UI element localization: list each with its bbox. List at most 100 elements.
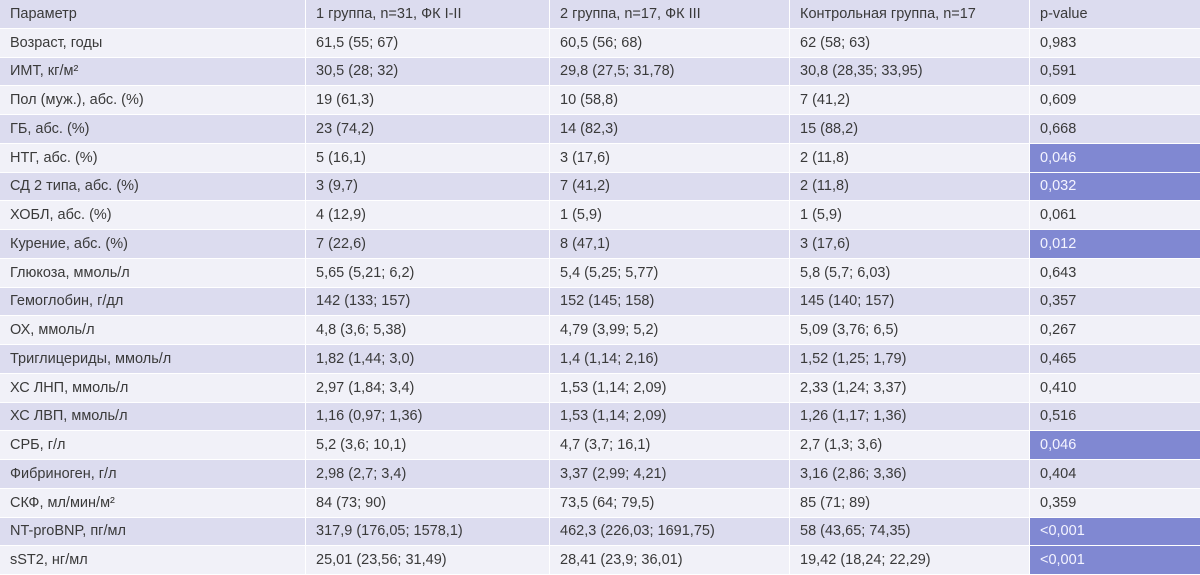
table-cell: 5,8 (5,7; 6,03)	[790, 258, 1030, 288]
table-cell: 15 (88,2)	[790, 115, 1030, 144]
row-label: Курение, абс. (%)	[0, 230, 306, 259]
table-cell: 0,983	[1030, 28, 1200, 58]
table-cell: 7 (41,2)	[550, 172, 790, 202]
table-cell: 5,2 (3,6; 10,1)	[306, 431, 550, 460]
table-cell: 145 (140; 157)	[790, 287, 1030, 317]
table-cell: 30,5 (28; 32)	[306, 57, 550, 87]
table-cell: 0,359	[1030, 488, 1200, 518]
table-cell: 58 (43,65; 74,35)	[790, 517, 1030, 547]
table-cell: 0,267	[1030, 316, 1200, 345]
header-cell: 2 группа, n=17, ФК III	[550, 0, 790, 29]
table-cell: 462,3 (226,03; 1691,75)	[550, 517, 790, 547]
table-cell: 0,609	[1030, 86, 1200, 115]
table-cell: 61,5 (55; 67)	[306, 28, 550, 58]
table-cell: 19,42 (18,24; 22,29)	[790, 546, 1030, 575]
header-cell: Контрольная группа, n=17	[790, 0, 1030, 29]
row-label: СРБ, г/л	[0, 431, 306, 460]
table-cell: 29,8 (27,5; 31,78)	[550, 57, 790, 87]
row-label: ХС ЛВП, ммоль/л	[0, 402, 306, 432]
table-cell: 1,4 (1,14; 2,16)	[550, 345, 790, 374]
table-cell: 0,046	[1030, 431, 1200, 460]
table-cell: 0,591	[1030, 57, 1200, 87]
table-cell: 3,37 (2,99; 4,21)	[550, 460, 790, 489]
table-cell: 7 (22,6)	[306, 230, 550, 259]
table-cell: 1,53 (1,14; 2,09)	[550, 402, 790, 432]
row-label: СД 2 типа, абс. (%)	[0, 172, 306, 202]
table-cell: 0,032	[1030, 172, 1200, 202]
table-cell: 2 (11,8)	[790, 172, 1030, 202]
row-label: СКФ, мл/мин/м²	[0, 488, 306, 518]
table-cell: 142 (133; 157)	[306, 287, 550, 317]
table-cell: 5 (16,1)	[306, 143, 550, 173]
table-cell: 152 (145; 158)	[550, 287, 790, 317]
row-label: ХС ЛНП, ммоль/л	[0, 373, 306, 403]
table-cell: 3 (9,7)	[306, 172, 550, 202]
table-cell: 0,012	[1030, 230, 1200, 259]
table-cell: 5,09 (3,76; 6,5)	[790, 316, 1030, 345]
table-cell: 8 (47,1)	[550, 230, 790, 259]
table-cell: 1,53 (1,14; 2,09)	[550, 373, 790, 403]
table-cell: 25,01 (23,56; 31,49)	[306, 546, 550, 575]
table-cell: 85 (71; 89)	[790, 488, 1030, 518]
table-cell: 73,5 (64; 79,5)	[550, 488, 790, 518]
table-cell: 0,061	[1030, 201, 1200, 230]
table-cell: 10 (58,8)	[550, 86, 790, 115]
table-cell: 1,16 (0,97; 1,36)	[306, 402, 550, 432]
table-cell: 14 (82,3)	[550, 115, 790, 144]
header-cell: 1 группа, n=31, ФК I-II	[306, 0, 550, 29]
table-cell: 0,046	[1030, 143, 1200, 173]
table-cell: 60,5 (56; 68)	[550, 28, 790, 58]
table-cell: 1,82 (1,44; 3,0)	[306, 345, 550, 374]
table-cell: 0,357	[1030, 287, 1200, 317]
table-cell: 2,98 (2,7; 3,4)	[306, 460, 550, 489]
table-cell: 0,465	[1030, 345, 1200, 374]
row-label: Возраст, годы	[0, 28, 306, 58]
table-cell: 3 (17,6)	[550, 143, 790, 173]
row-label: Фибриноген, г/л	[0, 460, 306, 489]
table-cell: 62 (58; 63)	[790, 28, 1030, 58]
table-cell: 4,8 (3,6; 5,38)	[306, 316, 550, 345]
table-cell: 0,668	[1030, 115, 1200, 144]
table-cell: 0,643	[1030, 258, 1200, 288]
table-cell: 5,65 (5,21; 6,2)	[306, 258, 550, 288]
table-cell: 19 (61,3)	[306, 86, 550, 115]
table-cell: 1 (5,9)	[790, 201, 1030, 230]
table-cell: 4 (12,9)	[306, 201, 550, 230]
table-cell: <0,001	[1030, 517, 1200, 547]
table-cell: 2,7 (1,3; 3,6)	[790, 431, 1030, 460]
table-cell: 2 (11,8)	[790, 143, 1030, 173]
table-cell: 4,79 (3,99; 5,2)	[550, 316, 790, 345]
table-cell: 1,26 (1,17; 1,36)	[790, 402, 1030, 432]
table-cell: 5,4 (5,25; 5,77)	[550, 258, 790, 288]
table-cell: 2,33 (1,24; 3,37)	[790, 373, 1030, 403]
table-cell: 1,52 (1,25; 1,79)	[790, 345, 1030, 374]
row-label: ГБ, абс. (%)	[0, 115, 306, 144]
row-label: Пол (муж.), абс. (%)	[0, 86, 306, 115]
table-cell: 23 (74,2)	[306, 115, 550, 144]
header-cell: p-value	[1030, 0, 1200, 29]
table-cell: 3 (17,6)	[790, 230, 1030, 259]
table-cell: 28,41 (23,9; 36,01)	[550, 546, 790, 575]
table-cell: 0,404	[1030, 460, 1200, 489]
table-cell: 1 (5,9)	[550, 201, 790, 230]
row-label: Гемоглобин, г/дл	[0, 287, 306, 317]
table-cell: 317,9 (176,05; 1578,1)	[306, 517, 550, 547]
row-label: ИМТ, кг/м²	[0, 57, 306, 87]
table-cell: 3,16 (2,86; 3,36)	[790, 460, 1030, 489]
header-cell: Параметр	[0, 0, 306, 29]
table-cell: 30,8 (28,35; 33,95)	[790, 57, 1030, 87]
row-label: NT-proBNP, пг/мл	[0, 517, 306, 547]
table-cell: 7 (41,2)	[790, 86, 1030, 115]
row-label: sST2, нг/мл	[0, 546, 306, 575]
row-label: ХОБЛ, абс. (%)	[0, 201, 306, 230]
row-label: НТГ, абс. (%)	[0, 143, 306, 173]
table-cell: 0,516	[1030, 402, 1200, 432]
table-cell: 0,410	[1030, 373, 1200, 403]
row-label: ОХ, ммоль/л	[0, 316, 306, 345]
row-label: Триглицериды, ммоль/л	[0, 345, 306, 374]
table-cell: 4,7 (3,7; 16,1)	[550, 431, 790, 460]
table-cell: <0,001	[1030, 546, 1200, 575]
row-label: Глюкоза, ммоль/л	[0, 258, 306, 288]
